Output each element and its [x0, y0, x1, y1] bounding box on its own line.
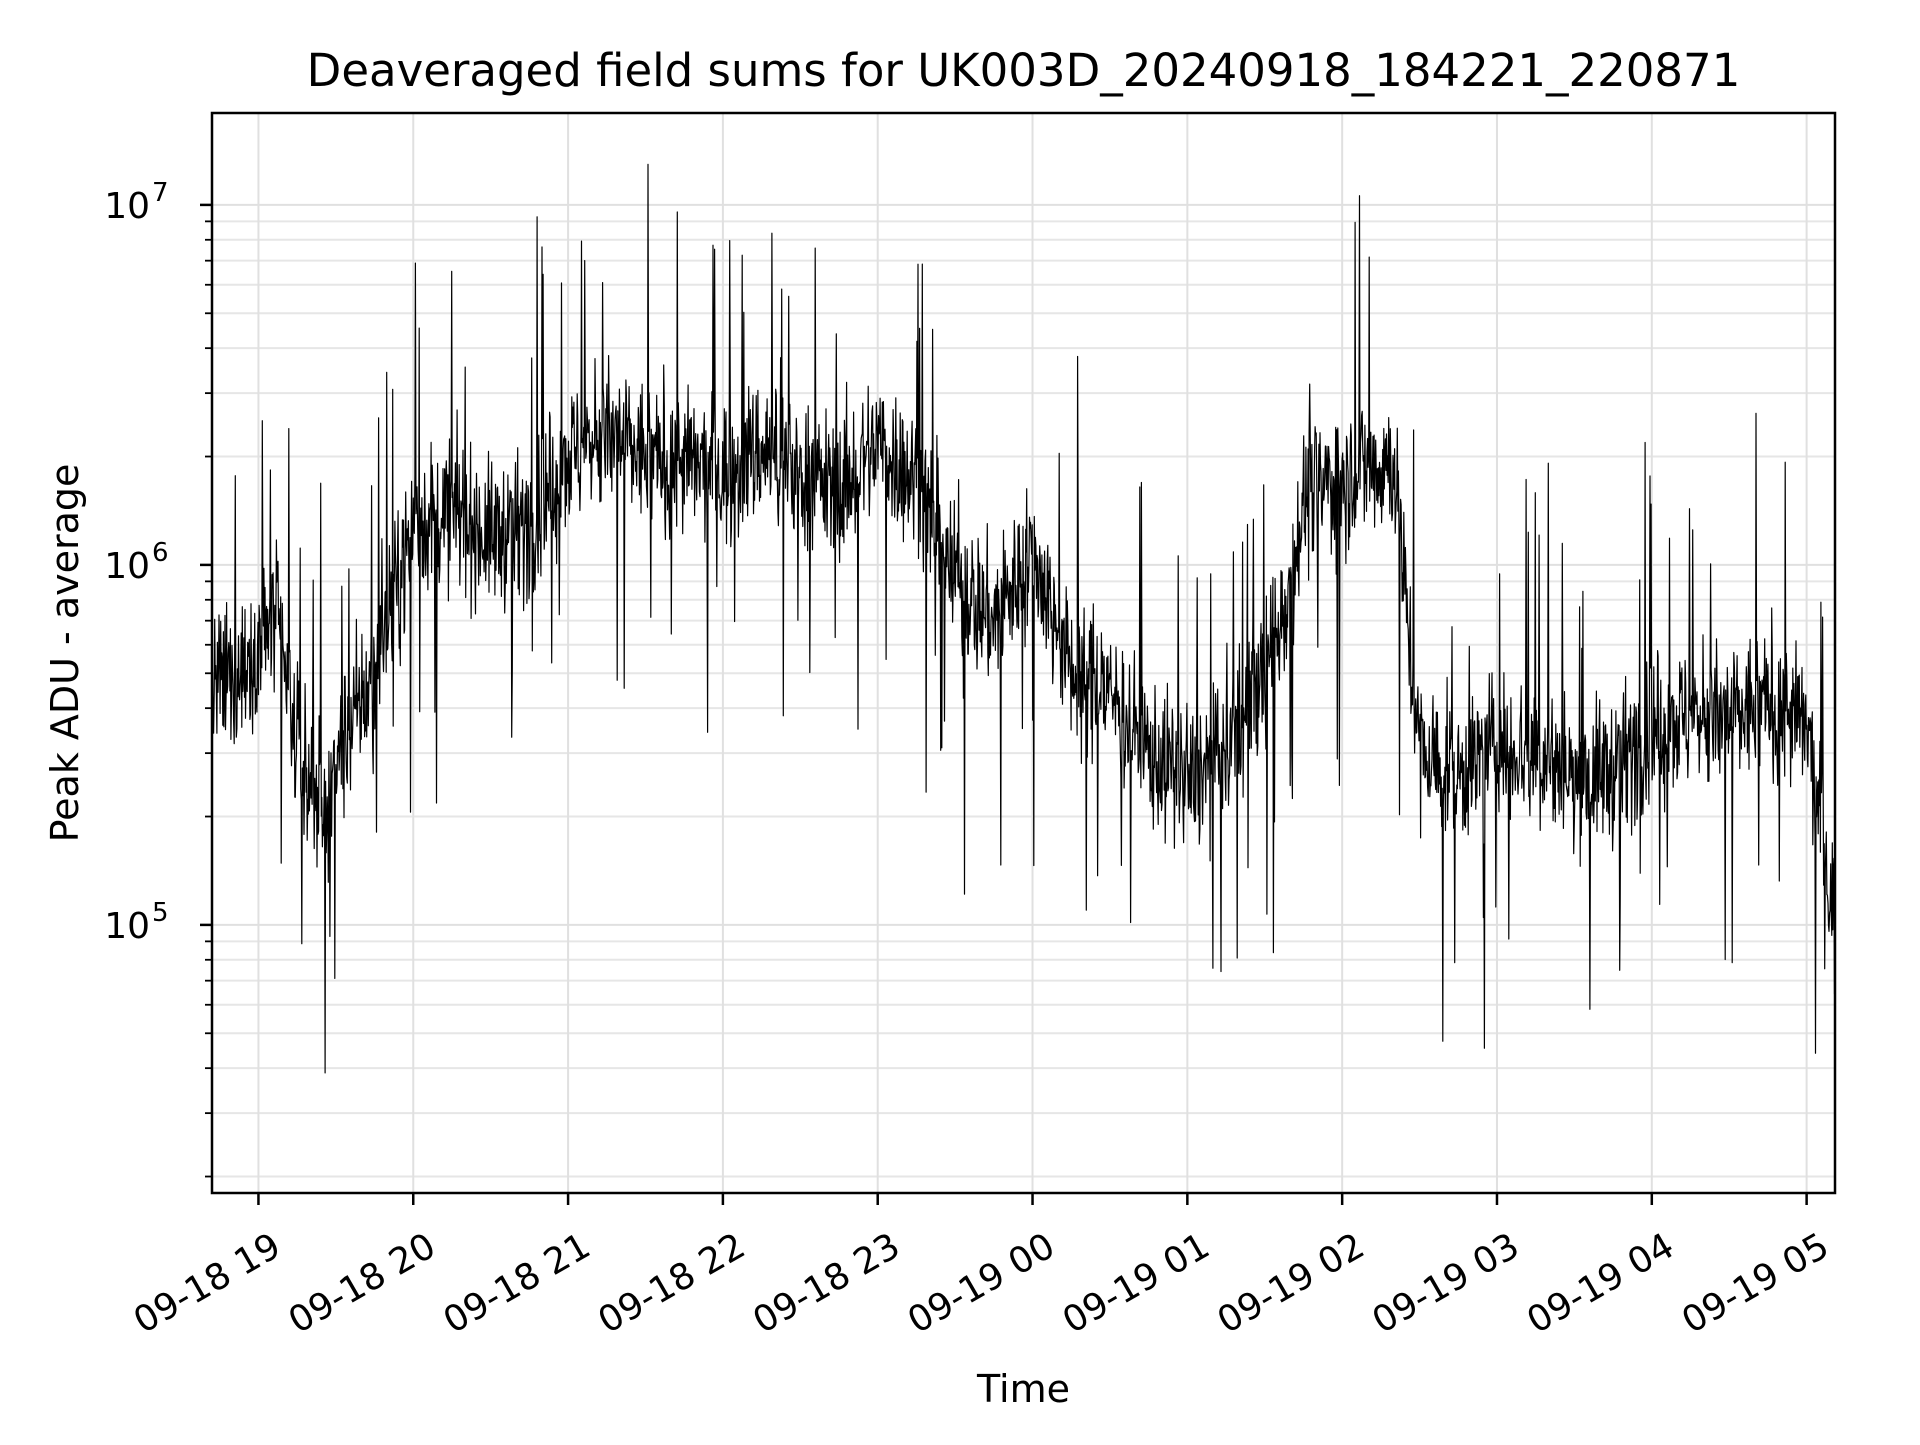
y-tick-exponent: 6 — [152, 538, 169, 568]
x-tick-label: 09-19 02 — [1211, 1225, 1372, 1341]
y-tick-label: 10 — [104, 186, 150, 227]
y-tick-label: 10 — [104, 906, 150, 947]
y-axis-label: Peak ADU - average — [43, 464, 87, 843]
series-line — [211, 163, 1836, 1074]
x-axis-label: Time — [976, 1367, 1070, 1411]
x-tick-label: 09-19 05 — [1675, 1225, 1836, 1341]
x-tick-label: 09-19 00 — [901, 1225, 1062, 1341]
x-tick-label: 09-18 23 — [746, 1225, 907, 1341]
x-tick-label: 09-18 19 — [127, 1225, 288, 1341]
x-tick-label: 09-18 21 — [437, 1225, 598, 1341]
y-tick-exponent: 7 — [152, 178, 169, 208]
y-tick-label: 10 — [104, 546, 150, 587]
x-tick-label: 09-19 03 — [1366, 1225, 1527, 1341]
x-tick-label: 09-19 04 — [1520, 1225, 1681, 1341]
x-tick-label: 09-18 20 — [282, 1225, 443, 1341]
x-tick-label: 09-19 01 — [1056, 1225, 1217, 1341]
chart-title: Deaveraged field sums for UK003D_2024091… — [307, 44, 1741, 97]
plot-frame — [210, 111, 1837, 1195]
grid — [212, 113, 1835, 1193]
y-tick-exponent: 5 — [152, 898, 169, 928]
x-tick-label: 09-18 22 — [592, 1225, 753, 1341]
